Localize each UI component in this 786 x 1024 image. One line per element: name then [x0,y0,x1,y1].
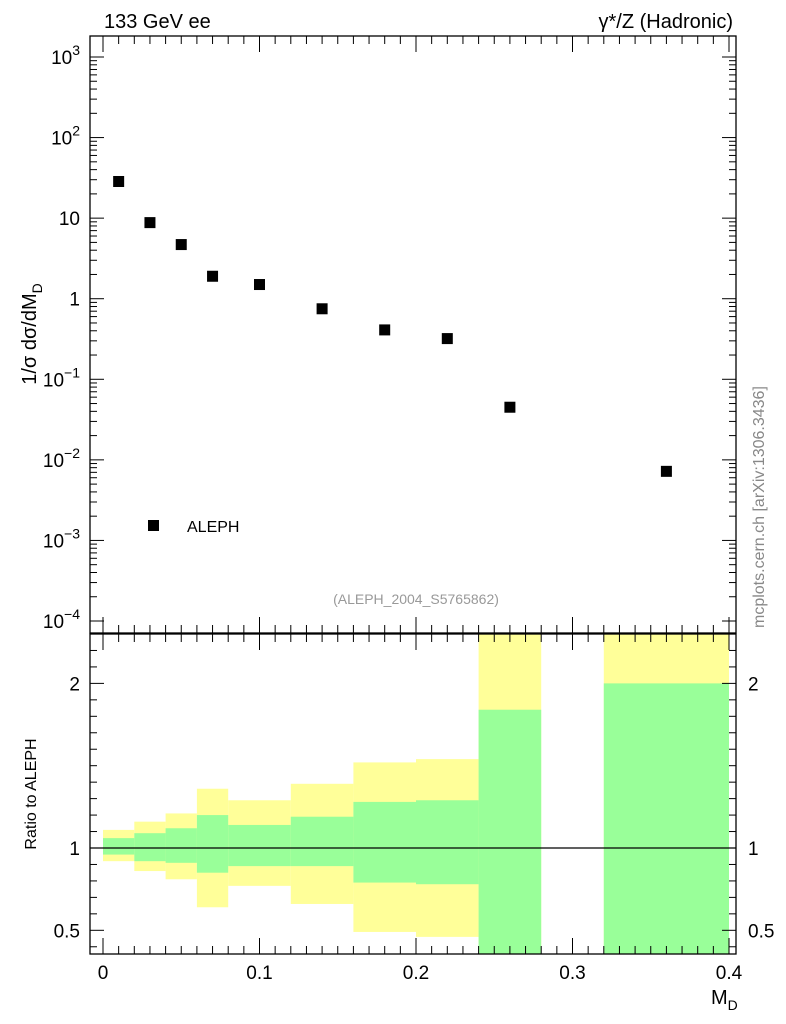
main-y-tick-label: 102 [51,123,80,150]
main-frame [89,35,737,634]
x-tick-label: 0.1 [246,963,272,984]
main-data-points [113,175,672,477]
inner-band [103,838,135,855]
main-y-tick-label: 10−2 [43,445,80,472]
data-point [144,217,156,229]
ratio-y-tick-label-right: 2 [748,674,759,695]
data-point [316,303,328,315]
main-y-tick-labels: 10−4 10−3 10−2 10−1 1 10 102 103 [43,42,80,633]
legend-marker [148,520,159,531]
inner-band [416,800,479,885]
ratio-y-axis-label: Ratio to ALEPH [23,738,40,849]
main-y-tick-label: 10 [59,209,80,230]
main-y-tick-label: 10−4 [43,606,80,633]
main-y-tick-label: 10−1 [43,364,80,391]
x-axis-label: MD [711,987,738,1013]
main-y-axis-label: 1/σ dσ/dMD [19,283,45,385]
inner-band [478,709,542,954]
legend-label: ALEPH [187,519,239,536]
data-point [175,239,187,251]
main-y-tick-label: 103 [51,42,80,69]
inner-band [228,824,291,867]
x-tick-label: 0.2 [403,963,429,984]
inner-band [134,833,166,862]
data-point [441,333,453,345]
ratio-y-tick-label-left: 2 [69,674,80,695]
inner-band [603,683,729,954]
header-left-label: 133 GeV ee [104,11,211,33]
inner-band [353,801,416,883]
main-axis-ticks [90,36,736,633]
ratio-bands [103,634,729,954]
ratio-y-tick-label-right: 1 [748,839,759,860]
ratio-y-tick-labels: 0.5 0.5 1 1 2 2 [54,674,775,942]
inner-band [290,816,354,867]
legend: ALEPH [148,519,239,536]
ratio-y-tick-label-left: 0.5 [54,921,80,942]
inner-band [165,828,197,863]
watermark: mcplots.cern.ch [arXiv:1306.3436] [751,386,768,628]
data-point [207,270,219,282]
main-y-tick-label: 10−3 [43,525,80,552]
data-point [379,324,391,336]
ratio-axis-ticks [90,634,736,954]
main-y-tick-label: 1 [69,290,80,311]
data-point [660,465,672,477]
x-tick-labels: 0 0.1 0.2 0.3 0.4 [98,963,743,984]
main-panel: 10−4 10−3 10−2 10−1 1 10 102 103 1/σ dσ/dMD ALE… [19,35,737,634]
ratio-panel: 0.5 0.51 12 2 0 0.1 0.2 0.3 0.4 Ratio to ALEPH … [23,633,775,1013]
data-point [254,279,265,291]
data-point [504,401,516,413]
analysis-annotation: (ALEPH_2004_S5765862) [333,591,499,607]
inner-band [196,815,229,873]
ratio-y-tick-label-right: 0.5 [748,921,774,942]
x-tick-label: 0.3 [559,963,585,984]
header-right-label: γ*/Z (Hadronic) [599,11,733,33]
x-tick-label: 0.4 [716,963,743,984]
x-tick-label: 0 [98,963,109,984]
ratio-frame [89,633,737,955]
data-point [113,175,125,187]
ratio-y-tick-label-left: 1 [69,839,80,860]
